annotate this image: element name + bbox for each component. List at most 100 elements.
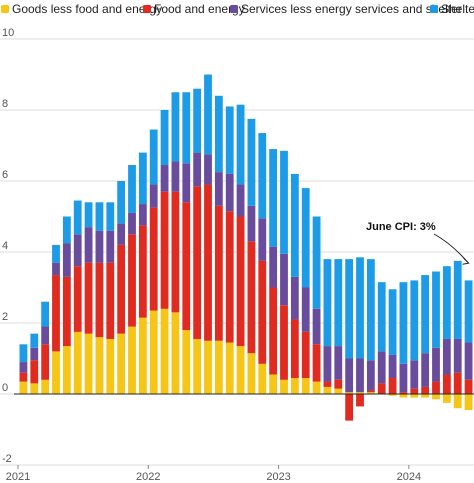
bar-segment-4-37 <box>410 280 419 361</box>
y-tick-label: 4 <box>2 240 8 252</box>
bar-segment-2-6 <box>73 266 82 332</box>
bar-segment-3-5 <box>62 243 71 277</box>
bar-segment-3-13 <box>149 184 158 208</box>
bar-segment-3-30 <box>334 346 343 380</box>
bar-segment-2-27 <box>301 331 310 379</box>
legend-entry: Shelter <box>441 2 474 16</box>
bar-segment-3-39 <box>432 347 440 382</box>
bar-segment-2-28 <box>312 344 321 382</box>
bar-segment-2-31 <box>345 394 354 421</box>
bar-segment-3-6 <box>73 234 82 267</box>
bar-segment-3-16 <box>182 163 191 203</box>
legend-entry: Food and energy <box>154 2 245 16</box>
bar-segment-3-35 <box>388 354 397 379</box>
bars-layer <box>19 74 473 421</box>
bar-segment-3-21 <box>236 184 245 217</box>
x-tick-label: 2024 <box>397 471 421 483</box>
legend-entry: Services less energy services and shelte… <box>241 2 462 16</box>
bar-segment-1-20 <box>225 342 234 394</box>
x-tick-label: 2022 <box>136 471 160 483</box>
bar-segment-2-7 <box>84 262 93 334</box>
bar-segment-4-20 <box>225 106 234 174</box>
bar-segment-4-1 <box>19 344 28 363</box>
y-tick-label: 10 <box>2 27 14 39</box>
bar-segment-1-21 <box>236 346 245 394</box>
bar-segment-3-25 <box>280 253 288 306</box>
legend-swatch <box>230 5 238 13</box>
bar-segment-1-37 <box>410 394 419 398</box>
bar-segment-2-12 <box>138 225 147 318</box>
bar-segment-3-27 <box>301 287 310 332</box>
bar-segment-2-4 <box>52 275 60 352</box>
bar-segment-4-17 <box>193 88 202 153</box>
bar-segment-2-18 <box>204 184 212 341</box>
bar-segment-1-29 <box>323 386 332 394</box>
y-tick-label: 6 <box>2 169 8 181</box>
bar-segment-3-1 <box>19 362 28 373</box>
bar-segment-3-33 <box>366 360 375 391</box>
bar-segment-2-39 <box>432 381 440 394</box>
y-tick-label: 8 <box>2 98 8 110</box>
bar-segment-4-26 <box>290 173 299 277</box>
bar-segment-3-2 <box>30 347 39 361</box>
bar-segment-1-15 <box>171 312 180 394</box>
bar-segment-4-14 <box>160 110 169 166</box>
bar-segment-2-22 <box>247 241 256 354</box>
bar-segment-4-39 <box>432 271 440 348</box>
y-tick-label: -2 <box>2 453 12 465</box>
bar-segment-1-42 <box>464 394 473 410</box>
bar-segment-1-38 <box>421 394 430 398</box>
bar-segment-3-15 <box>171 161 180 192</box>
bar-segment-3-18 <box>204 154 212 185</box>
bar-segment-4-41 <box>453 260 462 339</box>
bar-segment-3-3 <box>41 326 50 345</box>
bar-segment-3-9 <box>106 230 115 263</box>
bar-segment-2-35 <box>388 378 397 394</box>
bar-segment-3-29 <box>323 346 332 382</box>
bar-segment-1-36 <box>399 394 408 398</box>
bar-segment-3-14 <box>160 165 169 192</box>
bar-segment-1-13 <box>149 310 158 394</box>
bar-segment-2-40 <box>442 374 451 394</box>
bar-segment-3-19 <box>214 172 223 206</box>
axis-layer: -2 0 2 4 6 8 10 2021 2022 2023 2024 <box>2 27 474 483</box>
bar-segment-1-33 <box>366 392 375 394</box>
bar-segment-4-30 <box>334 259 343 347</box>
bar-segment-1-2 <box>30 383 39 394</box>
y-tick-label: 0 <box>2 382 8 394</box>
bar-segment-2-1 <box>19 372 28 382</box>
bar-segment-4-25 <box>280 150 288 254</box>
bar-segment-1-18 <box>204 340 212 394</box>
bar-segment-1-40 <box>442 394 451 403</box>
bar-segment-2-21 <box>236 216 245 347</box>
bar-segment-2-38 <box>421 386 430 394</box>
x-tick-label: 2021 <box>6 471 30 483</box>
bar-segment-4-12 <box>138 152 147 205</box>
bar-segment-4-13 <box>149 129 158 185</box>
bar-segment-4-33 <box>366 259 375 361</box>
bar-segment-4-2 <box>30 333 39 348</box>
bar-segment-2-42 <box>464 379 473 394</box>
bar-segment-1-7 <box>84 333 93 394</box>
bar-segment-1-3 <box>41 379 50 394</box>
bar-segment-4-3 <box>41 301 50 327</box>
bar-segment-4-11 <box>128 165 136 213</box>
y-tick-label: 2 <box>2 311 8 323</box>
bar-segment-3-11 <box>128 212 136 235</box>
bar-segment-4-24 <box>269 149 278 247</box>
bar-segment-2-29 <box>323 381 332 387</box>
bar-segment-4-5 <box>62 216 71 244</box>
bar-segment-1-11 <box>128 326 136 394</box>
bar-segment-4-35 <box>388 289 397 355</box>
annotation-layer: June CPI: 3% <box>366 221 470 265</box>
bar-segment-1-22 <box>247 353 256 394</box>
bar-segment-1-24 <box>269 374 278 394</box>
bar-segment-4-42 <box>464 280 473 343</box>
bar-segment-1-5 <box>62 346 71 394</box>
bar-segment-3-38 <box>421 353 430 387</box>
bar-segment-3-42 <box>464 342 473 380</box>
bar-segment-1-9 <box>106 338 115 394</box>
bar-segment-2-32 <box>356 394 364 407</box>
bar-segment-1-10 <box>117 333 126 394</box>
